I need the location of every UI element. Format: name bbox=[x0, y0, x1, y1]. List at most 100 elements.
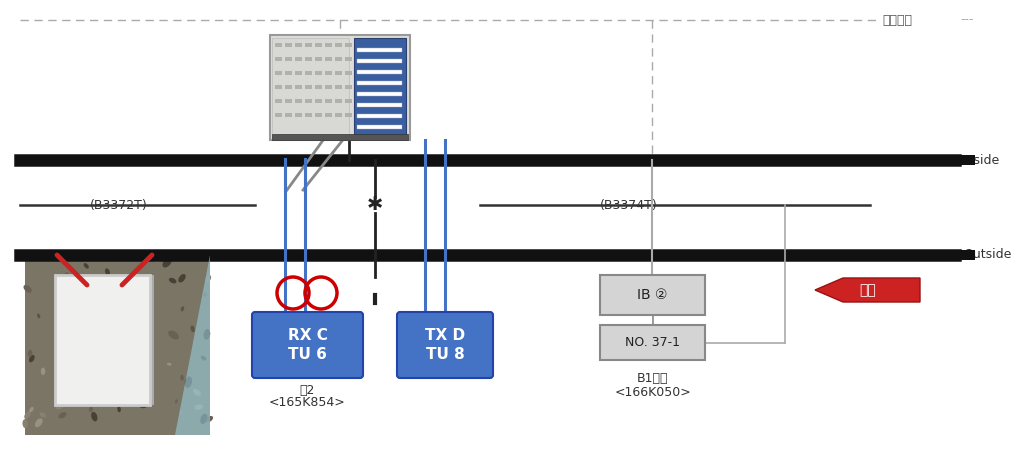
Ellipse shape bbox=[66, 365, 74, 373]
Bar bbox=[335, 85, 342, 89]
Bar bbox=[325, 113, 332, 117]
Ellipse shape bbox=[143, 390, 151, 398]
Ellipse shape bbox=[28, 350, 33, 357]
Bar bbox=[25, 250, 210, 435]
Bar bbox=[325, 99, 332, 103]
Bar bbox=[345, 85, 352, 89]
Bar bbox=[285, 71, 292, 75]
Ellipse shape bbox=[84, 263, 89, 269]
Bar bbox=[295, 57, 302, 61]
Bar bbox=[315, 43, 322, 47]
Bar bbox=[335, 99, 342, 103]
Bar bbox=[305, 71, 312, 75]
Ellipse shape bbox=[135, 255, 139, 258]
Ellipse shape bbox=[119, 346, 124, 350]
Bar bbox=[325, 85, 332, 89]
Bar bbox=[275, 43, 282, 47]
Bar bbox=[356, 92, 401, 96]
Bar bbox=[325, 43, 332, 47]
Bar bbox=[315, 57, 322, 61]
Text: Outside: Outside bbox=[963, 249, 1012, 261]
Ellipse shape bbox=[58, 412, 67, 419]
Ellipse shape bbox=[63, 272, 69, 278]
Bar bbox=[315, 99, 322, 103]
Ellipse shape bbox=[204, 329, 210, 340]
Ellipse shape bbox=[23, 419, 28, 428]
Ellipse shape bbox=[139, 404, 146, 408]
Ellipse shape bbox=[138, 368, 146, 373]
Bar bbox=[285, 85, 292, 89]
Bar bbox=[356, 70, 401, 74]
Bar bbox=[315, 85, 322, 89]
Bar bbox=[150, 275, 154, 405]
Ellipse shape bbox=[151, 255, 162, 262]
Bar bbox=[55, 275, 150, 405]
Bar bbox=[345, 43, 352, 47]
Bar bbox=[600, 275, 705, 315]
Bar bbox=[305, 99, 312, 103]
FancyBboxPatch shape bbox=[252, 312, 362, 378]
Ellipse shape bbox=[72, 371, 82, 377]
Bar bbox=[356, 59, 401, 63]
Bar bbox=[957, 250, 975, 260]
Ellipse shape bbox=[179, 411, 182, 415]
Bar bbox=[335, 43, 342, 47]
Bar bbox=[285, 57, 292, 61]
Ellipse shape bbox=[201, 414, 208, 424]
Bar bbox=[285, 43, 292, 47]
Ellipse shape bbox=[118, 372, 124, 377]
Text: (B3372T): (B3372T) bbox=[90, 198, 147, 212]
Ellipse shape bbox=[113, 283, 119, 293]
Ellipse shape bbox=[193, 389, 201, 396]
Bar bbox=[957, 155, 975, 165]
Text: 매설접지: 매설접지 bbox=[882, 14, 912, 27]
Bar bbox=[345, 113, 352, 117]
Bar bbox=[275, 57, 282, 61]
Bar bbox=[325, 71, 332, 75]
Ellipse shape bbox=[29, 407, 34, 412]
Bar bbox=[315, 71, 322, 75]
Ellipse shape bbox=[100, 302, 110, 307]
Bar bbox=[285, 99, 292, 103]
Ellipse shape bbox=[204, 292, 207, 297]
Bar bbox=[295, 99, 302, 103]
Bar bbox=[270, 35, 410, 140]
Ellipse shape bbox=[35, 418, 43, 427]
Bar bbox=[356, 48, 401, 52]
Ellipse shape bbox=[121, 301, 130, 306]
Ellipse shape bbox=[67, 369, 75, 377]
Ellipse shape bbox=[205, 275, 211, 282]
Ellipse shape bbox=[55, 404, 63, 409]
Ellipse shape bbox=[75, 303, 80, 311]
Ellipse shape bbox=[118, 406, 121, 412]
Text: <166K050>: <166K050> bbox=[614, 386, 691, 399]
Bar bbox=[325, 57, 332, 61]
Ellipse shape bbox=[206, 416, 213, 422]
Bar bbox=[275, 99, 282, 103]
Text: <165K854>: <165K854> bbox=[269, 397, 346, 409]
Ellipse shape bbox=[195, 404, 203, 410]
Bar bbox=[356, 81, 401, 85]
Bar bbox=[295, 85, 302, 89]
Text: 상행: 상행 bbox=[859, 283, 876, 297]
Ellipse shape bbox=[91, 412, 97, 421]
Text: IB ②: IB ② bbox=[637, 288, 668, 302]
Bar bbox=[305, 43, 312, 47]
Ellipse shape bbox=[105, 268, 110, 276]
Ellipse shape bbox=[37, 314, 40, 318]
Ellipse shape bbox=[167, 362, 172, 366]
Ellipse shape bbox=[180, 375, 184, 381]
Ellipse shape bbox=[178, 274, 185, 282]
Bar bbox=[335, 113, 342, 117]
Text: ✱: ✱ bbox=[367, 196, 383, 214]
Bar bbox=[315, 113, 322, 117]
Ellipse shape bbox=[118, 360, 121, 366]
Text: TX D
TU 8: TX D TU 8 bbox=[425, 328, 465, 362]
Ellipse shape bbox=[163, 257, 172, 267]
Bar bbox=[335, 57, 342, 61]
Ellipse shape bbox=[25, 411, 31, 419]
Bar bbox=[305, 57, 312, 61]
Bar bbox=[272, 38, 349, 137]
FancyBboxPatch shape bbox=[397, 312, 493, 378]
Ellipse shape bbox=[82, 288, 89, 297]
